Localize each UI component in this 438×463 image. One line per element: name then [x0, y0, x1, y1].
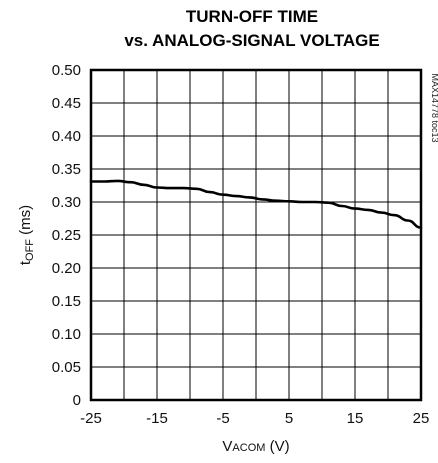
x-axis-label-unit: (V) — [265, 438, 289, 455]
chart-title-line1: TURN-OFF TIME — [186, 7, 318, 26]
y-tick-label: 0 — [73, 392, 81, 409]
x-tick-label: 15 — [347, 410, 364, 427]
chart-title-line2: vs. ANALOG-SIGNAL VOLTAGE — [124, 31, 379, 50]
y-tick-label: 0.50 — [52, 62, 81, 79]
y-tick-label: 0.35 — [52, 161, 81, 178]
y-tick-label: 0.20 — [52, 260, 81, 277]
x-tick-label: 25 — [413, 410, 430, 427]
y-tick-label: 0.05 — [52, 359, 81, 376]
y-tick-label: 0.40 — [52, 128, 81, 145]
y-tick-label: 0.15 — [52, 293, 81, 310]
x-axis-label-main: V — [222, 438, 232, 455]
y-axis-label-unit: (ms) — [17, 205, 34, 239]
series-layer — [89, 179, 423, 229]
y-axis-label-main: t — [17, 260, 34, 265]
figure-code: MAX14778 toc13 — [430, 73, 438, 142]
x-tick-label: 5 — [285, 410, 293, 427]
x-tick-labels: -25 -15 -5 5 15 25 — [80, 410, 429, 427]
y-tick-label: 0.25 — [52, 227, 81, 244]
y-axis-label-subscript: OFF — [24, 239, 36, 261]
y-tick-labels: 0 0.05 0.10 0.15 0.20 0.25 0.30 0.35 0.40 0.45 0.5… — [52, 62, 81, 409]
y-tick-label: 0.30 — [52, 194, 81, 211]
x-tick-label: -25 — [80, 410, 102, 427]
y-axis-label: tOFF (ms) — [17, 205, 36, 265]
grid-lines — [90, 69, 422, 401]
plot-frame — [89, 68, 423, 402]
y-tick-label: 0.45 — [52, 95, 81, 112]
x-axis-label-subscript: ACOM — [232, 442, 265, 454]
series-line — [89, 179, 423, 229]
x-axis-label: VACOM (V) — [222, 438, 289, 455]
x-tick-label: -15 — [146, 410, 168, 427]
y-tick-label: 0.10 — [52, 326, 81, 343]
x-tick-label: -5 — [216, 410, 229, 427]
